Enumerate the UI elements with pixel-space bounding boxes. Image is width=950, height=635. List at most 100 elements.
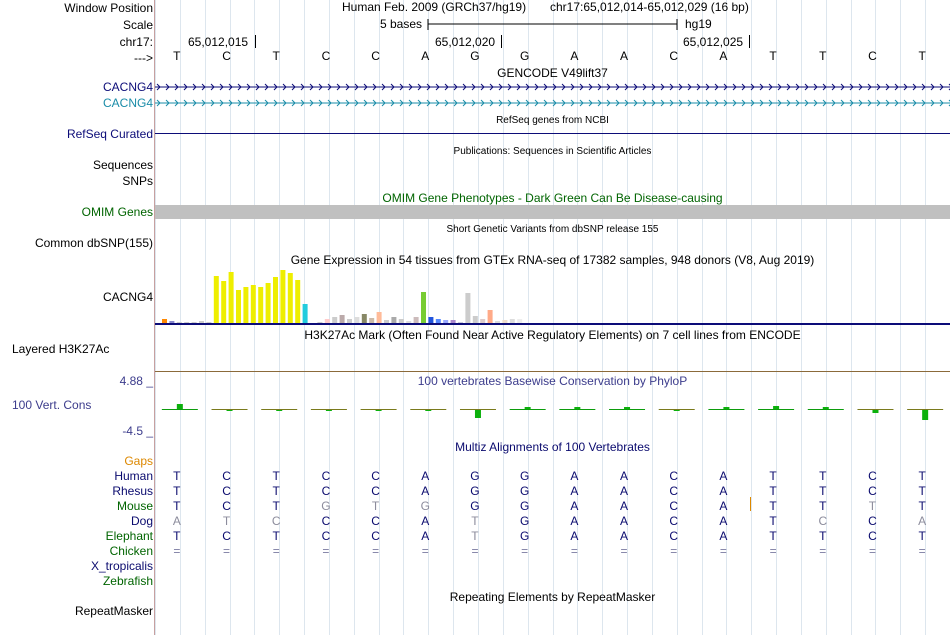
align-base-chicken: = — [868, 544, 876, 558]
strand-chevron — [912, 99, 917, 107]
gtex-tissue-bar — [443, 320, 449, 323]
align-base-elephant: C — [868, 529, 877, 543]
strand-chevron — [849, 83, 854, 91]
gtex-tissue-bar — [361, 314, 367, 323]
gtex-tissue-bar — [258, 287, 264, 323]
gtex-tissue-bar — [221, 281, 227, 323]
strand-chevron — [318, 99, 323, 107]
strand-chevron — [489, 83, 494, 91]
gtex-tissue-bar — [191, 322, 197, 323]
strand-chevron — [435, 83, 440, 91]
align-base-dog: A — [172, 514, 181, 528]
label-scale: Scale — [122, 18, 153, 32]
strand-chevron — [291, 99, 296, 107]
gencode-transcripts[interactable] — [155, 80, 950, 110]
strand-chevron — [534, 83, 539, 91]
align-base-chicken: = — [819, 544, 827, 558]
strand-chevron — [480, 99, 485, 107]
strand-chevron — [345, 83, 350, 91]
label-gaps: Gaps — [124, 454, 153, 468]
align-base-dog: A — [570, 514, 579, 528]
strand-chevron — [507, 99, 512, 107]
align-base-rhesus: C — [669, 484, 679, 498]
strand-chevron — [903, 83, 908, 91]
strand-chevron — [579, 83, 584, 91]
label-species-chicken: Chicken — [109, 544, 153, 558]
align-base-human: G — [470, 469, 480, 483]
phylop-conservation-plot[interactable] — [155, 390, 950, 440]
strand-chevron — [741, 99, 746, 107]
omim-gene-bar[interactable] — [155, 205, 950, 219]
gtex-tissue-bar — [339, 315, 345, 323]
align-base-chicken: = — [521, 544, 529, 558]
strand-chevron — [174, 99, 179, 107]
gtex-tissue-bar — [398, 319, 404, 323]
gtex-bar-chart[interactable] — [155, 266, 950, 326]
align-base-mouse: T — [272, 499, 280, 513]
align-base-elephant: T — [769, 529, 777, 543]
gtex-tissue-bar — [406, 321, 412, 323]
phylop-score-bar — [773, 406, 780, 409]
phylop-track-title: 100 vertebrates Basewise Conservation by… — [417, 374, 688, 388]
base-13: T — [819, 49, 827, 63]
base-6: G — [470, 49, 480, 63]
publications-track-title: Publications: Sequences in Scientific Ar… — [453, 146, 652, 157]
strand-chevron — [750, 99, 755, 107]
base-4: C — [371, 49, 380, 63]
gtex-tissue-bar — [295, 280, 301, 323]
label-sequences[interactable]: Sequences — [92, 158, 153, 172]
scale-bar — [427, 19, 678, 30]
align-base-human: C — [371, 469, 380, 483]
strand-chevron — [921, 83, 926, 91]
strand-chevron — [426, 83, 431, 91]
label-100-vert-cons[interactable]: 100 Vert. Cons — [12, 398, 92, 412]
gtex-tissue-bar — [228, 272, 234, 323]
scale-bases-label: 5 bases — [380, 17, 423, 31]
label-gencode-cacng4[interactable]: CACNG4 — [102, 80, 153, 94]
label-repeatmasker[interactable]: RepeatMasker — [74, 604, 153, 618]
align-base-chicken: = — [421, 544, 429, 558]
strand-chevron — [777, 99, 782, 107]
gtex-tissue-bar — [162, 319, 167, 323]
gtex-tissue-bar — [495, 321, 500, 323]
refseq-gene-line[interactable] — [155, 133, 950, 134]
strand-chevron — [651, 99, 656, 107]
strand-chevron — [273, 99, 278, 107]
align-base-chicken: = — [272, 544, 280, 558]
strand-chevron — [714, 99, 719, 107]
gtex-tissue-bar — [213, 276, 219, 323]
align-base-elephant: C — [669, 529, 679, 543]
strand-chevron — [732, 83, 737, 91]
label-cons-min: -4.5 _ — [122, 424, 153, 438]
align-base-dog: T — [769, 514, 777, 528]
label-refseq-curated[interactable]: RefSeq Curated — [66, 127, 153, 141]
strand-chevron — [858, 83, 863, 91]
label-gtex-cacng4[interactable]: CACNG4 — [102, 290, 153, 304]
label-gencode-cacng4-alt[interactable]: CACNG4 — [102, 96, 153, 110]
align-base-mouse: T — [868, 499, 877, 513]
strand-chevron — [543, 83, 548, 91]
strand-chevron — [327, 99, 332, 107]
align-base-rhesus: T — [918, 484, 926, 498]
coord-tick-2 — [501, 35, 502, 48]
align-base-rhesus: C — [371, 484, 380, 498]
label-omim-genes[interactable]: OMIM Genes — [81, 205, 153, 219]
align-base-chicken: = — [223, 544, 231, 558]
label-layered-h3k27ac[interactable]: Layered H3K27Ac — [12, 342, 110, 356]
strand-chevron — [696, 99, 701, 107]
strand-chevron — [183, 99, 188, 107]
align-base-human: T — [769, 469, 777, 483]
label-snps[interactable]: SNPs — [122, 174, 153, 188]
align-base-rhesus: T — [769, 484, 777, 498]
strand-chevron — [921, 99, 926, 107]
align-base-human: A — [421, 469, 430, 483]
label-common-dbsnp[interactable]: Common dbSNP(155) — [34, 236, 153, 250]
align-base-dog: C — [321, 514, 331, 528]
phylop-score-bar — [872, 409, 879, 413]
align-base-dog: A — [918, 514, 927, 528]
strand-chevron — [291, 83, 296, 91]
gencode-track-title: GENCODE V49lift37 — [497, 66, 608, 80]
browser-image[interactable]: Human Feb. 2009 (GRCh37/hg19) chr17:65,0… — [155, 0, 950, 635]
gtex-track-title: Gene Expression in 54 tissues from GTEx … — [290, 253, 815, 267]
coord-label-3: 65,012,025 — [683, 35, 744, 49]
